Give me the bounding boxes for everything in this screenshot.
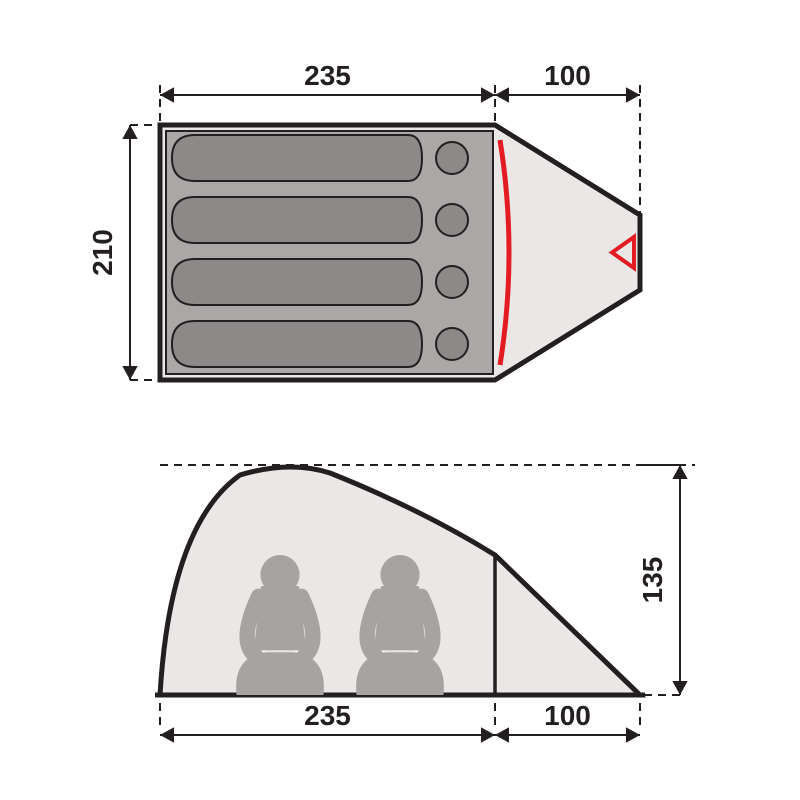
dim-top-width-main-label: 235: [304, 60, 351, 91]
dim-side-width-vest: 100: [495, 695, 640, 743]
dim-top-width-main: 235: [160, 60, 495, 125]
top-view: 235 100 210: [87, 60, 640, 380]
dim-top-width-vest-label: 100: [544, 60, 591, 91]
dim-side-height-label: 135: [637, 557, 668, 604]
dim-top-height-label: 210: [87, 229, 118, 276]
dim-side-width-main-label: 235: [304, 700, 351, 731]
side-view: 235 100 135: [155, 465, 695, 743]
dim-side-width-vest-label: 100: [544, 700, 591, 731]
dim-top-height: 210: [87, 125, 160, 380]
dim-side-height: 135: [637, 465, 688, 695]
dim-side-width-main: 235: [160, 695, 495, 743]
